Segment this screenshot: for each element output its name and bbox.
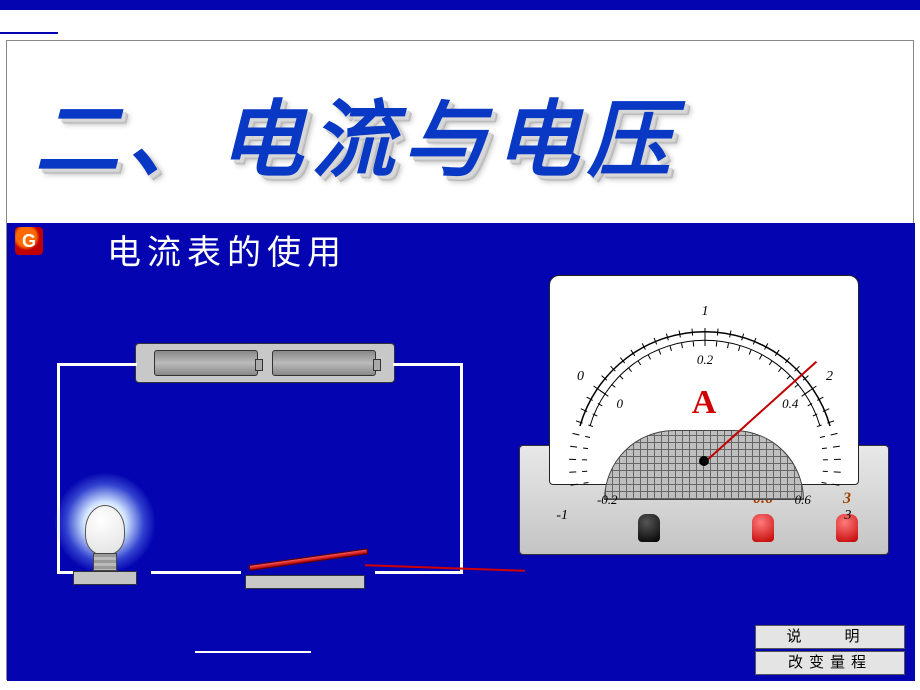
blank-underline	[195, 651, 311, 653]
inner-tick-1: 0	[617, 396, 624, 412]
corner-accent	[0, 12, 58, 34]
change-range-button[interactable]: 改变量程	[755, 651, 905, 675]
wire-top-left	[57, 363, 137, 366]
terminal-0p6[interactable]	[752, 514, 774, 542]
inner-tick-0: -0.2	[597, 492, 618, 508]
wire-bot-3	[375, 571, 463, 574]
terminal-label-3: 3	[843, 490, 851, 508]
inner-tick-3: 0.4	[782, 396, 798, 412]
wire-top-right	[393, 363, 463, 366]
outer-tick-0: -1	[556, 508, 568, 524]
top-strip	[0, 0, 920, 10]
page-title: 二、电流与电压	[35, 73, 679, 194]
simulation-area: G 电流表的使用 – 0.6 3 A	[7, 223, 915, 681]
explain-button[interactable]: 说 明	[755, 625, 905, 649]
slide-frame: 二、电流与电压 G 电流表的使用 – 0.6 3 A	[6, 40, 914, 680]
battery-cell-1	[154, 350, 258, 376]
outer-tick-1: 0	[577, 369, 584, 385]
ammeter-face: A -10123-0.200.20.40.6	[549, 275, 859, 485]
bulb	[85, 505, 125, 555]
circuit-diagram	[27, 343, 487, 603]
inner-tick-2: 0.2	[697, 352, 713, 368]
title-band: 二、电流与电压	[7, 43, 913, 223]
ammeter-pivot	[699, 456, 709, 466]
app-logo-icon: G	[15, 227, 43, 255]
ammeter-unit: A	[692, 384, 717, 422]
wire-bot-2	[151, 571, 241, 574]
section-subtitle: 电流表的使用	[107, 225, 347, 274]
wire-right	[460, 363, 463, 573]
outer-tick-4: 3	[844, 508, 851, 524]
outer-tick-2: 1	[702, 304, 709, 320]
inner-tick-4: 0.6	[795, 492, 811, 508]
bulb-base	[93, 553, 117, 571]
switch-arm[interactable]	[249, 548, 369, 571]
outer-tick-3: 2	[826, 369, 833, 385]
bulb-socket	[73, 571, 137, 585]
ammeter: – 0.6 3 A -10123-0.200.20.40.6	[519, 275, 889, 555]
terminal-negative[interactable]	[638, 514, 660, 542]
switch-base	[245, 575, 365, 589]
battery-cell-2	[272, 350, 376, 376]
battery-holder	[135, 343, 395, 383]
